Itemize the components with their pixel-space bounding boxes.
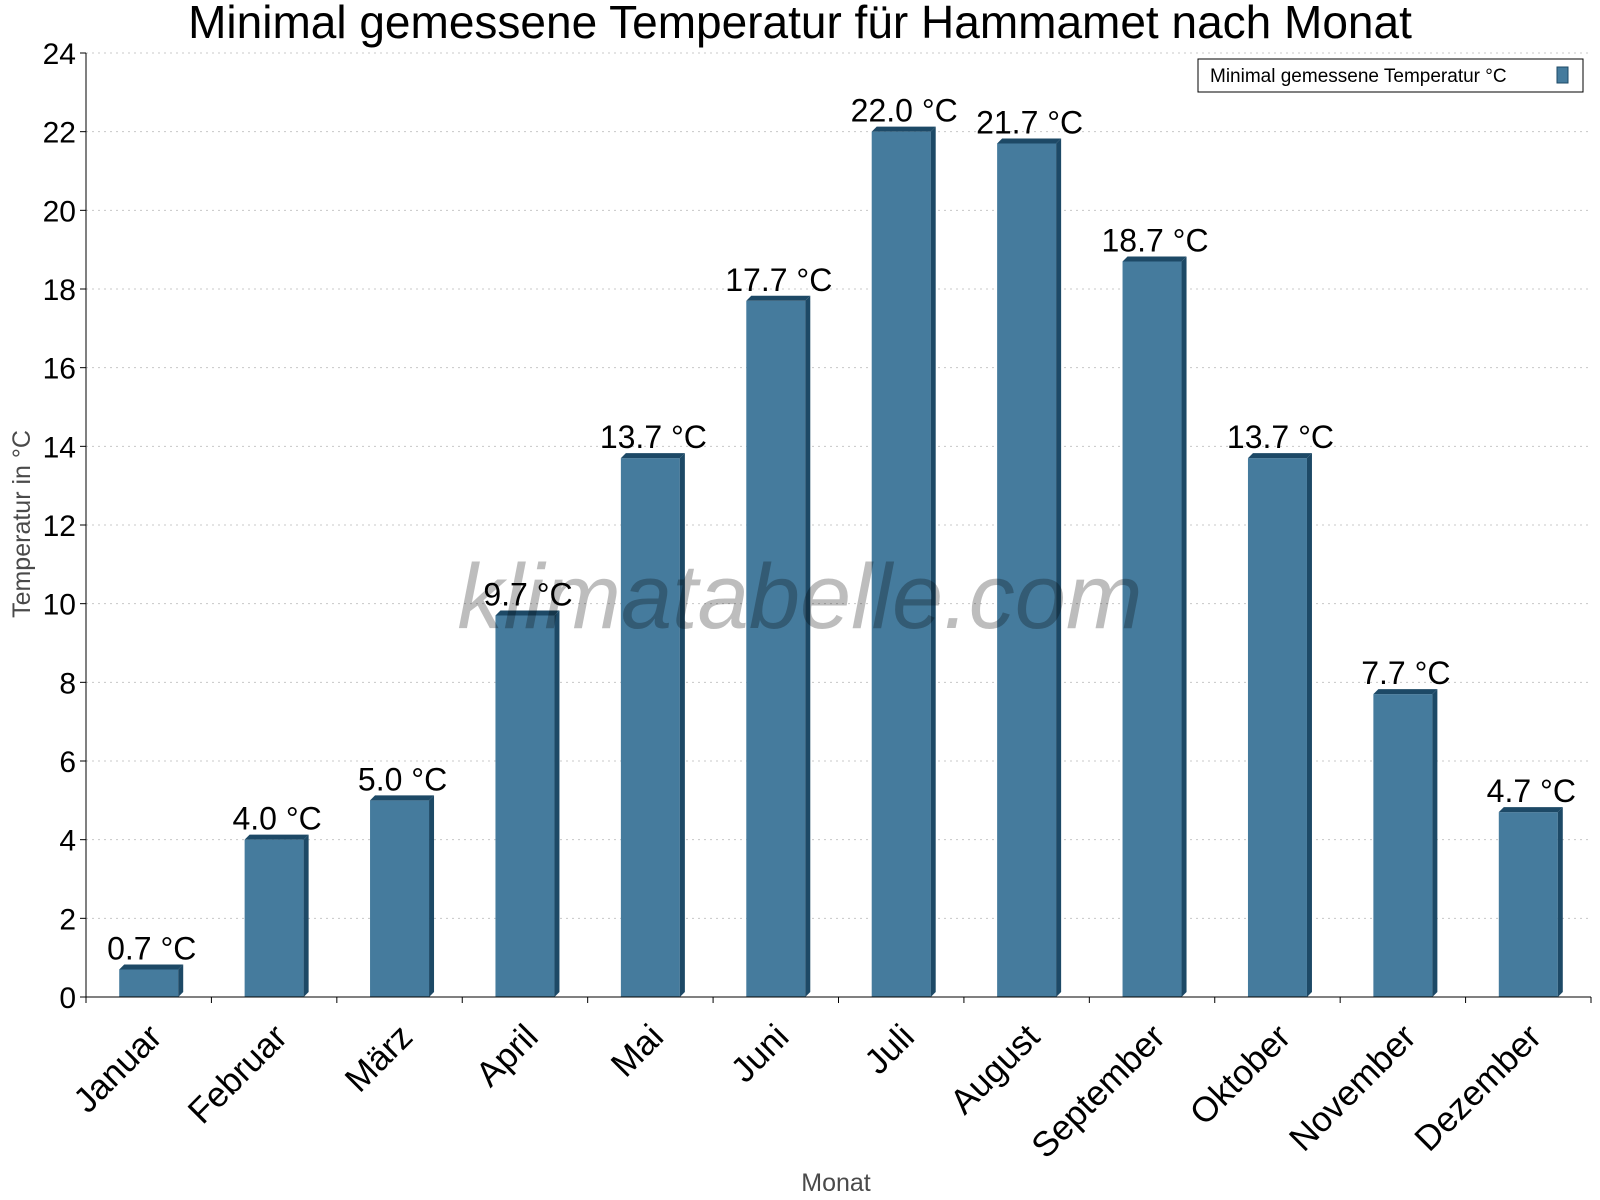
y-tick-label: 2 — [59, 903, 76, 936]
chart-title: Minimal gemessene Temperatur für Hammame… — [188, 0, 1412, 48]
bar-face — [244, 839, 304, 997]
bar-side — [1306, 453, 1312, 998]
data-label: 5.0 °C — [358, 761, 447, 797]
bar-face — [746, 300, 806, 997]
bar-side — [303, 834, 309, 997]
x-tick-label: Februar — [181, 1017, 295, 1131]
bar-side — [429, 795, 435, 997]
y-tick-label: 16 — [43, 353, 76, 386]
data-label: 7.7 °C — [1361, 655, 1450, 691]
x-tick-label: September — [1024, 1017, 1173, 1166]
bar — [1247, 453, 1312, 998]
bar — [746, 295, 811, 997]
y-tick-label: 4 — [59, 825, 76, 858]
bar-top — [244, 834, 309, 840]
bar-side — [679, 453, 685, 998]
data-label: 22.0 °C — [851, 93, 958, 129]
bar-face — [1373, 694, 1433, 997]
data-label: 0.7 °C — [107, 930, 196, 966]
bar-face — [1122, 261, 1182, 997]
bar — [244, 834, 309, 997]
bar-face — [495, 615, 555, 997]
y-tick-label: 8 — [59, 667, 76, 700]
legend-label: Minimal gemessene Temperatur °C — [1210, 66, 1507, 87]
y-tick-label: 24 — [43, 38, 76, 71]
bar — [370, 795, 435, 997]
bar-top — [1247, 453, 1312, 459]
data-label: 4.7 °C — [1487, 773, 1576, 809]
x-tick-label: Dezember — [1407, 1017, 1549, 1159]
x-tick-label: März — [338, 1017, 421, 1100]
data-labels: 0.7 °C 4.0 °C 5.0 °C 9.7 °C 13.7 °C 17.7 °C 22… — [107, 93, 1576, 967]
bar-side — [178, 964, 184, 997]
bar-side — [1432, 689, 1438, 997]
bar-side — [554, 610, 560, 997]
bar-side — [1056, 138, 1062, 997]
legend-swatch — [1556, 66, 1569, 84]
legend-box — [1197, 58, 1584, 93]
bar-top — [997, 138, 1062, 144]
bar-top — [1122, 256, 1187, 262]
x-axis-title: Monat — [801, 1169, 871, 1197]
bar — [997, 138, 1062, 997]
bar-face — [871, 131, 931, 997]
bar-top — [119, 964, 184, 970]
y-tick-label: 18 — [43, 274, 76, 307]
data-label: 13.7 °C — [600, 419, 707, 455]
bar-face — [1498, 812, 1558, 997]
bar-top — [495, 610, 560, 616]
x-tick-label: August — [943, 1017, 1048, 1122]
bar-face — [119, 969, 179, 997]
bar — [871, 126, 936, 997]
data-label: 21.7 °C — [976, 104, 1083, 140]
bar-top — [1373, 689, 1438, 695]
data-label: 17.7 °C — [725, 262, 832, 298]
y-tick-label: 20 — [43, 195, 76, 228]
bar-top — [620, 453, 685, 459]
watermark: klimatabelle.com — [457, 546, 1142, 648]
bar — [620, 453, 685, 998]
bar-face — [1247, 458, 1307, 998]
bar — [119, 964, 184, 997]
bar-top — [871, 126, 936, 132]
y-axis-title: Temperatur in °C — [8, 430, 36, 618]
bar-face — [620, 458, 680, 998]
bar — [495, 610, 560, 997]
x-tick-label: Juli — [857, 1017, 922, 1082]
bar-side — [1181, 256, 1187, 997]
bar-face — [997, 143, 1057, 997]
bar-side — [1557, 807, 1563, 997]
y-tick-label: 12 — [43, 510, 76, 543]
bar — [1498, 807, 1563, 997]
legend: Minimal gemessene Temperatur °C — [1197, 58, 1584, 93]
bar-side — [930, 126, 936, 997]
data-label: 13.7 °C — [1227, 419, 1334, 455]
y-tick-label: 22 — [43, 117, 76, 150]
bar — [1373, 689, 1438, 997]
x-tick-label: November — [1282, 1017, 1424, 1159]
x-tick-label: Juni — [723, 1017, 796, 1090]
bar-face — [370, 800, 430, 997]
y-tick-label: 6 — [59, 746, 76, 779]
x-tick-label: Mai — [604, 1017, 671, 1084]
x-tick-label: Januar — [66, 1017, 169, 1120]
bar-side — [805, 295, 811, 997]
x-tick-label: April — [469, 1017, 546, 1094]
data-label: 9.7 °C — [483, 576, 572, 612]
y-tick-label: 10 — [43, 589, 76, 622]
bar-top — [746, 295, 811, 301]
x-tick-label: Oktober — [1183, 1017, 1299, 1133]
y-tick-label: 0 — [59, 982, 76, 1015]
y-tick-label: 14 — [43, 431, 76, 464]
data-label: 18.7 °C — [1102, 222, 1209, 258]
bar-top — [370, 795, 435, 801]
bar — [1122, 256, 1187, 997]
data-label: 4.0 °C — [232, 801, 321, 837]
bar-top — [1498, 807, 1563, 813]
gridlines — [86, 52, 1591, 919]
bars — [119, 126, 1563, 998]
